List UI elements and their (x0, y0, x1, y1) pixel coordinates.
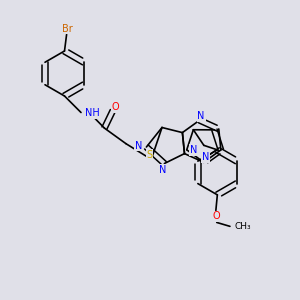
Text: N: N (202, 152, 209, 162)
Text: N: N (159, 165, 167, 175)
Text: N: N (197, 111, 205, 121)
Text: O: O (111, 102, 119, 112)
Text: N: N (135, 140, 142, 151)
Text: S: S (146, 150, 152, 160)
Text: Br: Br (62, 23, 73, 34)
Text: N: N (190, 145, 197, 155)
Text: NH: NH (85, 108, 99, 118)
Text: O: O (213, 212, 220, 221)
Text: CH₃: CH₃ (235, 222, 251, 231)
